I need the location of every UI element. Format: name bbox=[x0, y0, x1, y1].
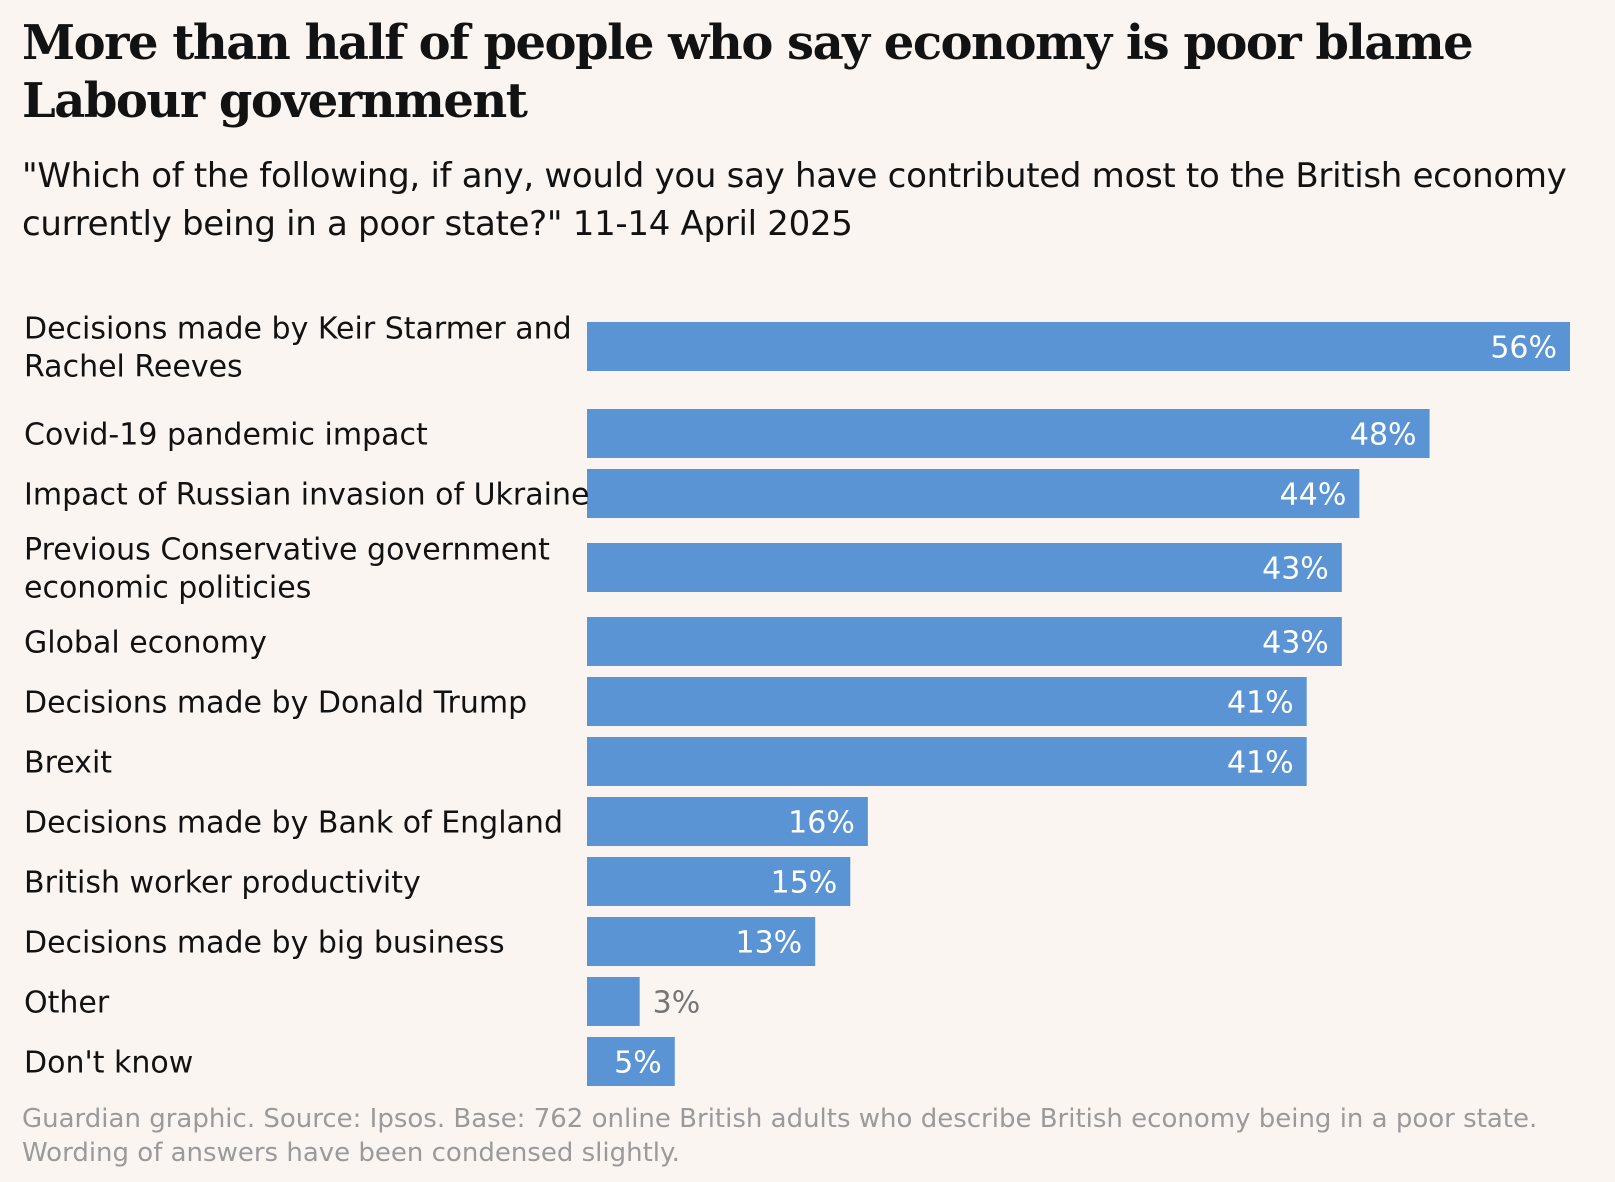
category-label: Impact of Russian invasion of Ukraine bbox=[24, 478, 589, 513]
bar bbox=[587, 322, 1570, 371]
category-label: Decisions made by Keir Starmer and bbox=[24, 312, 572, 347]
value-label: 13% bbox=[736, 926, 803, 961]
chart-subtitle: "Which of the following, if any, would y… bbox=[22, 156, 1567, 244]
bar bbox=[587, 857, 851, 906]
value-label: 43% bbox=[1262, 626, 1329, 661]
value-label: 15% bbox=[771, 866, 838, 901]
source-line-1: Guardian graphic. Source: Ipsos. Base: 7… bbox=[22, 1104, 1538, 1134]
category-label: Brexit bbox=[24, 746, 112, 781]
category-label: Other bbox=[24, 986, 110, 1021]
category-label: British worker productivity bbox=[24, 866, 421, 901]
value-label: 41% bbox=[1227, 746, 1294, 781]
bar bbox=[587, 469, 1360, 518]
category-label: Don't know bbox=[24, 1046, 193, 1081]
category-label: Covid-19 pandemic impact bbox=[24, 418, 428, 453]
value-label: 3% bbox=[653, 986, 701, 1021]
bar bbox=[587, 737, 1307, 786]
category-label: Global economy bbox=[24, 626, 267, 661]
bar bbox=[587, 977, 640, 1026]
value-label: 56% bbox=[1490, 331, 1557, 366]
category-label: economic politicies bbox=[24, 571, 311, 606]
value-label: 43% bbox=[1262, 552, 1329, 587]
bar-chart: Decisions made by Keir Starmer andRachel… bbox=[24, 312, 1570, 1086]
category-label: Rachel Reeves bbox=[24, 350, 243, 385]
source-line-2: Wording of answers have been condensed s… bbox=[22, 1138, 680, 1168]
value-label: 16% bbox=[788, 806, 855, 841]
value-label: 44% bbox=[1280, 478, 1347, 513]
chart-title: More than half of people who say economy… bbox=[22, 15, 1474, 129]
value-label: 41% bbox=[1227, 686, 1294, 721]
bar bbox=[587, 409, 1430, 458]
bar bbox=[587, 797, 868, 846]
value-label: 5% bbox=[614, 1046, 662, 1081]
category-label: Decisions made by Bank of England bbox=[24, 806, 563, 841]
bar bbox=[587, 543, 1342, 592]
source-footnote: Guardian graphic. Source: Ipsos. Base: 7… bbox=[22, 1102, 1602, 1170]
bar bbox=[587, 917, 816, 966]
bar bbox=[587, 617, 1342, 666]
value-label: 48% bbox=[1350, 418, 1417, 453]
bar bbox=[587, 1037, 675, 1086]
category-label: Previous Conservative government bbox=[24, 533, 550, 568]
category-label: Decisions made by big business bbox=[24, 926, 505, 961]
category-label: Decisions made by Donald Trump bbox=[24, 686, 527, 721]
bar bbox=[587, 677, 1307, 726]
